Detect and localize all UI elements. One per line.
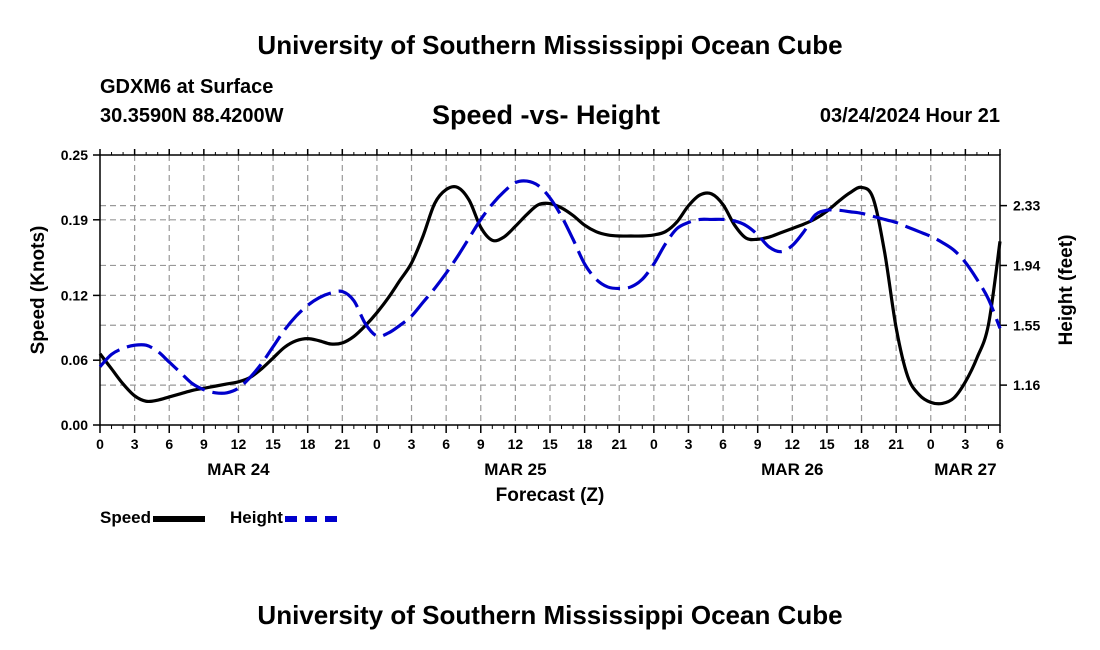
x-tick-label: 12 bbox=[231, 436, 247, 452]
legend-speed-label: Speed bbox=[100, 508, 152, 527]
x-tick-label: 3 bbox=[685, 436, 693, 452]
y2-tick-label: 1.94 bbox=[1013, 257, 1040, 273]
x-tick-label: 9 bbox=[200, 436, 208, 452]
x-tick-label: 3 bbox=[961, 436, 969, 452]
y2-tick-label: 2.33 bbox=[1013, 198, 1040, 214]
x-tick-label: 18 bbox=[300, 436, 316, 452]
x-tick-label: 3 bbox=[408, 436, 416, 452]
x-tick-label: 6 bbox=[165, 436, 173, 452]
label-layer: 0 3 6 9 12 15 18 21 0 3 6 9 12 15 18 21 0 3 6 9 12 15 18 21 0 3 6 0… bbox=[28, 147, 1077, 506]
station-label: GDXM6 at Surface bbox=[100, 76, 274, 98]
x-tick-label: 6 bbox=[442, 436, 450, 452]
x-tick-label: 12 bbox=[785, 436, 801, 452]
legend-height-label: Height bbox=[230, 508, 283, 527]
coordinates-label: 30.3590N 88.4200W bbox=[100, 105, 284, 127]
x-tick-label: 6 bbox=[996, 436, 1004, 452]
date-label: MAR 26 bbox=[761, 460, 823, 479]
date-label: MAR 27 bbox=[934, 460, 996, 479]
legend-height-swatch bbox=[284, 515, 337, 522]
series-layer bbox=[98, 179, 1002, 406]
x-tick-label: 21 bbox=[335, 436, 351, 452]
x-tick-label: 0 bbox=[96, 436, 104, 452]
y-tick-label: 0.12 bbox=[61, 287, 88, 303]
x-tick-label: 0 bbox=[373, 436, 381, 452]
forecast-date-label: 03/24/2024 Hour 21 bbox=[819, 105, 1000, 127]
x-tick-label: 21 bbox=[611, 436, 627, 452]
legend-item-height: Height bbox=[230, 508, 337, 528]
y-tick-label: 0.25 bbox=[61, 147, 88, 163]
y2-axis-title: Height (feet) bbox=[1056, 235, 1077, 346]
y-tick-label: 0.06 bbox=[61, 352, 88, 368]
y-tick-label: 0.00 bbox=[61, 417, 88, 433]
footer-title: University of Southern Mississippi Ocean… bbox=[257, 600, 843, 630]
legend-speed-swatch bbox=[153, 515, 206, 522]
x-tick-label: 18 bbox=[577, 436, 593, 452]
x-tick-label: 12 bbox=[508, 436, 524, 452]
x-tick-label: 15 bbox=[265, 436, 281, 452]
x-tick-label: 9 bbox=[477, 436, 485, 452]
x-tick-label: 3 bbox=[131, 436, 139, 452]
axis-layer bbox=[93, 149, 1007, 433]
x-axis-title: Forecast (Z) bbox=[496, 485, 605, 506]
x-tick-label: 15 bbox=[819, 436, 835, 452]
y-tick-label: 0.19 bbox=[61, 212, 88, 228]
legend-item-speed: Speed bbox=[100, 508, 206, 528]
series-line-height bbox=[98, 179, 1002, 395]
grid-layer bbox=[100, 155, 1000, 425]
y2-tick-label: 1.55 bbox=[1013, 317, 1040, 333]
x-tick-label: 9 bbox=[754, 436, 762, 452]
x-tick-label: 15 bbox=[542, 436, 558, 452]
date-label: MAR 24 bbox=[207, 460, 270, 479]
x-tick-label: 0 bbox=[927, 436, 935, 452]
y-axis-title: Speed (Knots) bbox=[28, 226, 49, 355]
x-tick-label: 21 bbox=[888, 436, 904, 452]
date-label: MAR 25 bbox=[484, 460, 546, 479]
y2-tick-label: 1.16 bbox=[1013, 377, 1040, 393]
x-tick-label: 18 bbox=[854, 436, 870, 452]
chart-title: Speed -vs- Height bbox=[432, 100, 661, 130]
x-tick-label: 0 bbox=[650, 436, 658, 452]
x-tick-label: 6 bbox=[719, 436, 727, 452]
main-title: University of Southern Mississippi Ocean… bbox=[257, 30, 843, 60]
